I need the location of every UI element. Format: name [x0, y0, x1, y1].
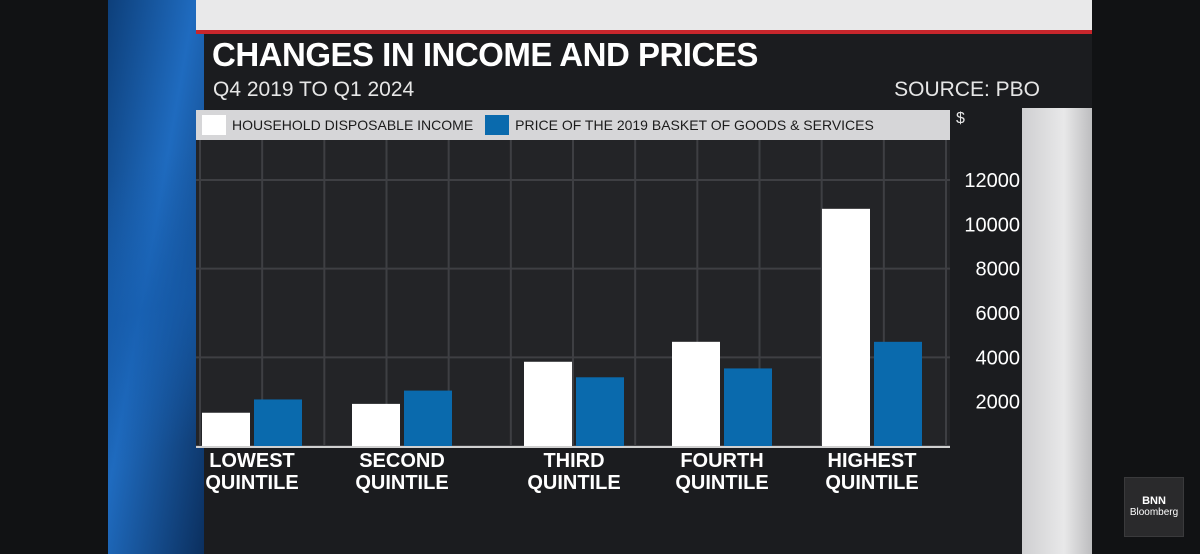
legend-label-income: HOUSEHOLD DISPOSABLE INCOME — [232, 117, 474, 133]
top-light-strip — [196, 0, 1092, 30]
y-axis-unit: $ — [956, 110, 965, 127]
bar-prices — [874, 341, 922, 446]
legend-swatch-prices — [485, 115, 510, 135]
legend-item-prices: PRICE OF THE 2019 BASKET OF GOODS & SERV… — [485, 115, 874, 135]
y-tick-label: 6000 — [976, 303, 1021, 325]
x-category-label: LOWEST — [209, 450, 295, 472]
logo-line-2: Bloomberg — [1129, 507, 1179, 518]
bar-income — [352, 403, 400, 446]
x-category-label: FOURTH — [680, 450, 763, 472]
x-category-label: QUINTILE — [527, 472, 620, 494]
bar-income — [672, 341, 720, 446]
chart-subtitle: Q4 2019 TO Q1 2024 — [213, 78, 415, 101]
y-tick-label: 12000 — [964, 170, 1020, 192]
bnn-bloomberg-logo: BNN Bloomberg — [1124, 477, 1184, 537]
y-tick-label: 2000 — [976, 392, 1021, 414]
legend-item-income: HOUSEHOLD DISPOSABLE INCOME — [202, 115, 473, 135]
x-category-label: QUINTILE — [205, 472, 298, 494]
bar-prices — [404, 390, 452, 446]
decorative-light-panel — [1022, 108, 1092, 554]
chart-source: SOURCE: PBO — [894, 78, 1040, 101]
x-category-label: QUINTILE — [825, 472, 918, 494]
y-tick-label: 4000 — [976, 347, 1021, 369]
bar-prices — [576, 377, 624, 446]
legend: HOUSEHOLD DISPOSABLE INCOME PRICE OF THE… — [196, 110, 950, 140]
x-category-label: THIRD — [543, 450, 604, 472]
y-tick-label: 10000 — [964, 214, 1020, 236]
bar-prices — [724, 368, 772, 446]
decorative-blue-band — [108, 0, 204, 554]
bar-income — [524, 361, 572, 446]
x-category-label: SECOND — [359, 450, 445, 472]
chart-title: CHANGES IN INCOME AND PRICES — [212, 36, 758, 73]
bar-income — [822, 208, 870, 446]
y-tick-label: 8000 — [976, 259, 1021, 281]
x-category-label: HIGHEST — [828, 450, 917, 472]
logo-line-1: BNN — [1142, 495, 1166, 507]
x-category-label: QUINTILE — [675, 472, 768, 494]
bar-prices — [254, 399, 302, 446]
legend-label-prices: PRICE OF THE 2019 BASKET OF GOODS & SERV… — [515, 117, 874, 133]
legend-swatch-income — [202, 115, 226, 135]
red-accent-line — [196, 30, 1092, 34]
x-category-label: QUINTILE — [355, 472, 448, 494]
bar-income — [202, 412, 250, 446]
